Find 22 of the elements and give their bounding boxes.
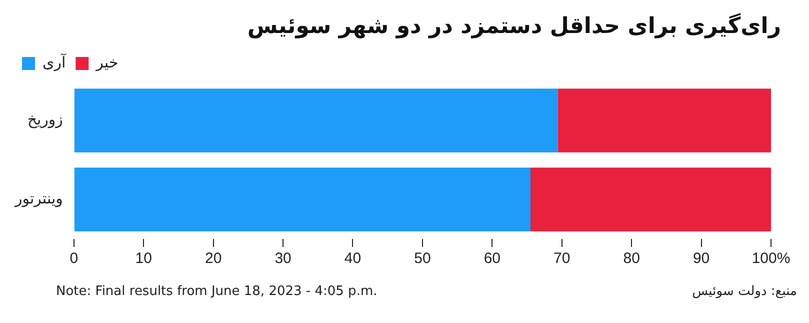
x-tick-label: 70 [554, 250, 570, 268]
bar [530, 168, 771, 232]
x-tick-label: 60 [484, 250, 501, 268]
y-tick-label: زوریخ [27, 110, 63, 128]
bar [74, 168, 531, 232]
x-tick-label: 10 [135, 250, 152, 268]
x-tick-label: 100% [752, 250, 790, 268]
y-tick-label: وینترتور [14, 189, 63, 208]
x-tick-label: 40 [344, 250, 362, 268]
text: Note: Final results from June 18, 2023 - 4:05 p.m. [56, 284, 378, 298]
chart-title: رای‌گیری برای حداقل دستمزد در دو شهر سوئیس [246, 12, 782, 41]
legend-label: خیر [95, 53, 118, 72]
bar [558, 88, 771, 152]
x-tick-label: 30 [274, 250, 292, 268]
x-tick-label: 80 [623, 250, 640, 268]
bar [74, 88, 558, 152]
x-tick-label: 90 [692, 250, 710, 268]
x-tick-label: 0 [70, 250, 78, 268]
x-tick-label: 50 [414, 250, 431, 268]
text: منبع: دولت سوئیس [692, 284, 797, 298]
legend-label: آری [42, 52, 66, 72]
x-tick-label: 20 [204, 250, 222, 268]
